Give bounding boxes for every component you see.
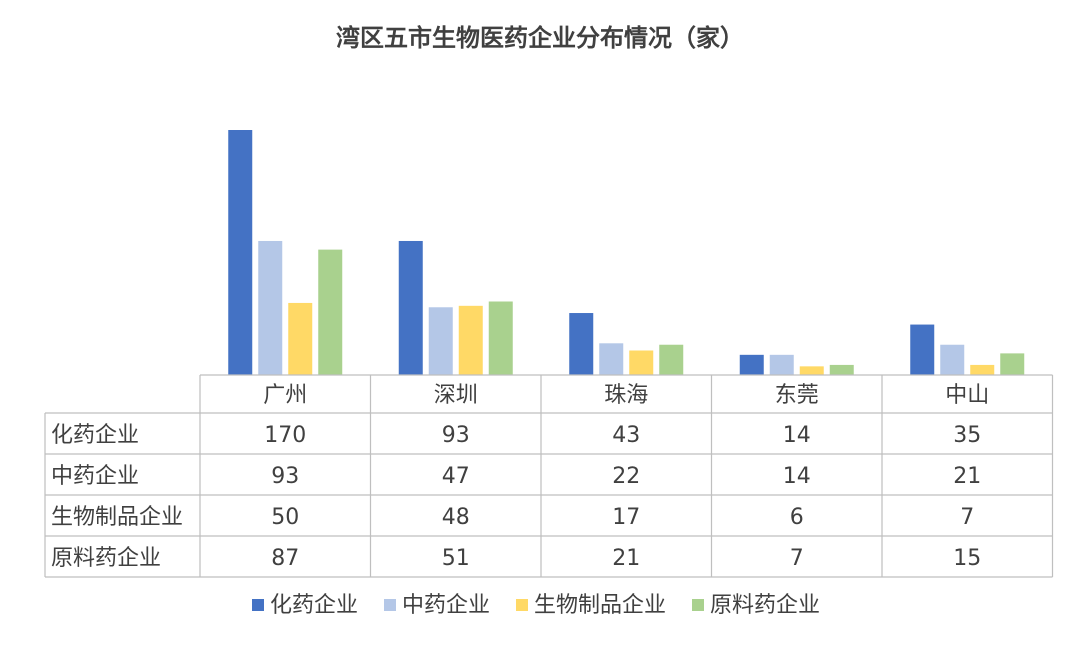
table-cell: 7 (790, 546, 804, 571)
bar-珠海-生物制品企业 (629, 350, 654, 375)
legend-swatch (252, 599, 264, 611)
bar-广州-原料药企业 (318, 249, 343, 375)
table-row-label: 中药企业 (51, 464, 139, 489)
legend-entry: 生物制品企业 (534, 593, 666, 618)
category-label: 深圳 (434, 383, 478, 408)
table-cell: 50 (271, 505, 299, 530)
bar-深圳-生物制品企业 (458, 305, 483, 375)
table-cell: 170 (264, 423, 306, 448)
table-cell: 14 (783, 423, 811, 448)
bar-广州-化药企业 (228, 130, 253, 375)
table-cell: 21 (953, 464, 981, 489)
table-cell: 35 (953, 423, 981, 448)
legend: 化药企业 中药企业 生物制品企业 原料药企业 (252, 593, 820, 618)
legend-entry: 中药企业 (402, 593, 490, 618)
bar-中山-原料药企业 (1000, 353, 1025, 375)
category-label: 珠海 (604, 383, 648, 408)
table-cell: 15 (953, 546, 981, 571)
table-cell: 47 (442, 464, 470, 489)
legend-swatch (692, 599, 704, 611)
table-cell: 7 (960, 505, 974, 530)
bar-广州-中药企业 (258, 240, 283, 375)
category-label: 中山 (945, 383, 989, 408)
bar-东莞-原料药企业 (829, 364, 854, 375)
category-label: 广州 (263, 383, 307, 408)
bar-中山-中药企业 (940, 344, 965, 375)
legend-entry: 原料药企业 (710, 593, 820, 618)
table-cell: 93 (271, 464, 299, 489)
bar-深圳-原料药企业 (488, 301, 513, 375)
bar-深圳-中药企业 (428, 307, 453, 375)
legend-swatch (516, 599, 528, 611)
bar-深圳-化药企业 (398, 240, 423, 375)
table-cell: 48 (442, 505, 470, 530)
legend-entry: 化药企业 (270, 593, 358, 618)
table-row-label: 原料药企业 (51, 546, 161, 571)
bar-东莞-化药企业 (739, 354, 764, 375)
bar-珠海-中药企业 (599, 343, 624, 375)
table-cell: 51 (442, 546, 470, 571)
category-label: 东莞 (775, 383, 819, 408)
table-cell: 43 (612, 423, 640, 448)
bar-东莞-中药企业 (769, 354, 794, 375)
legend-swatch (384, 599, 396, 611)
table-cell: 87 (271, 546, 299, 571)
bar-中山-生物制品企业 (970, 364, 995, 375)
chart-title: 湾区五市生物医药企业分布情况（家） (336, 24, 744, 52)
table-row-label: 化药企业 (51, 423, 139, 448)
bars-group (228, 130, 1025, 375)
bar-东莞-生物制品企业 (799, 366, 824, 375)
table-row-label: 生物制品企业 (51, 505, 183, 530)
table-cell: 21 (612, 546, 640, 571)
bar-珠海-原料药企业 (659, 344, 684, 375)
table-cell: 93 (442, 423, 470, 448)
bar-广州-生物制品企业 (288, 302, 313, 375)
bar-中山-化药企业 (910, 324, 935, 375)
table-cell: 6 (790, 505, 804, 530)
bar-珠海-化药企业 (569, 313, 594, 375)
table-cell: 22 (612, 464, 640, 489)
table-cell: 17 (612, 505, 640, 530)
table-cell: 14 (783, 464, 811, 489)
